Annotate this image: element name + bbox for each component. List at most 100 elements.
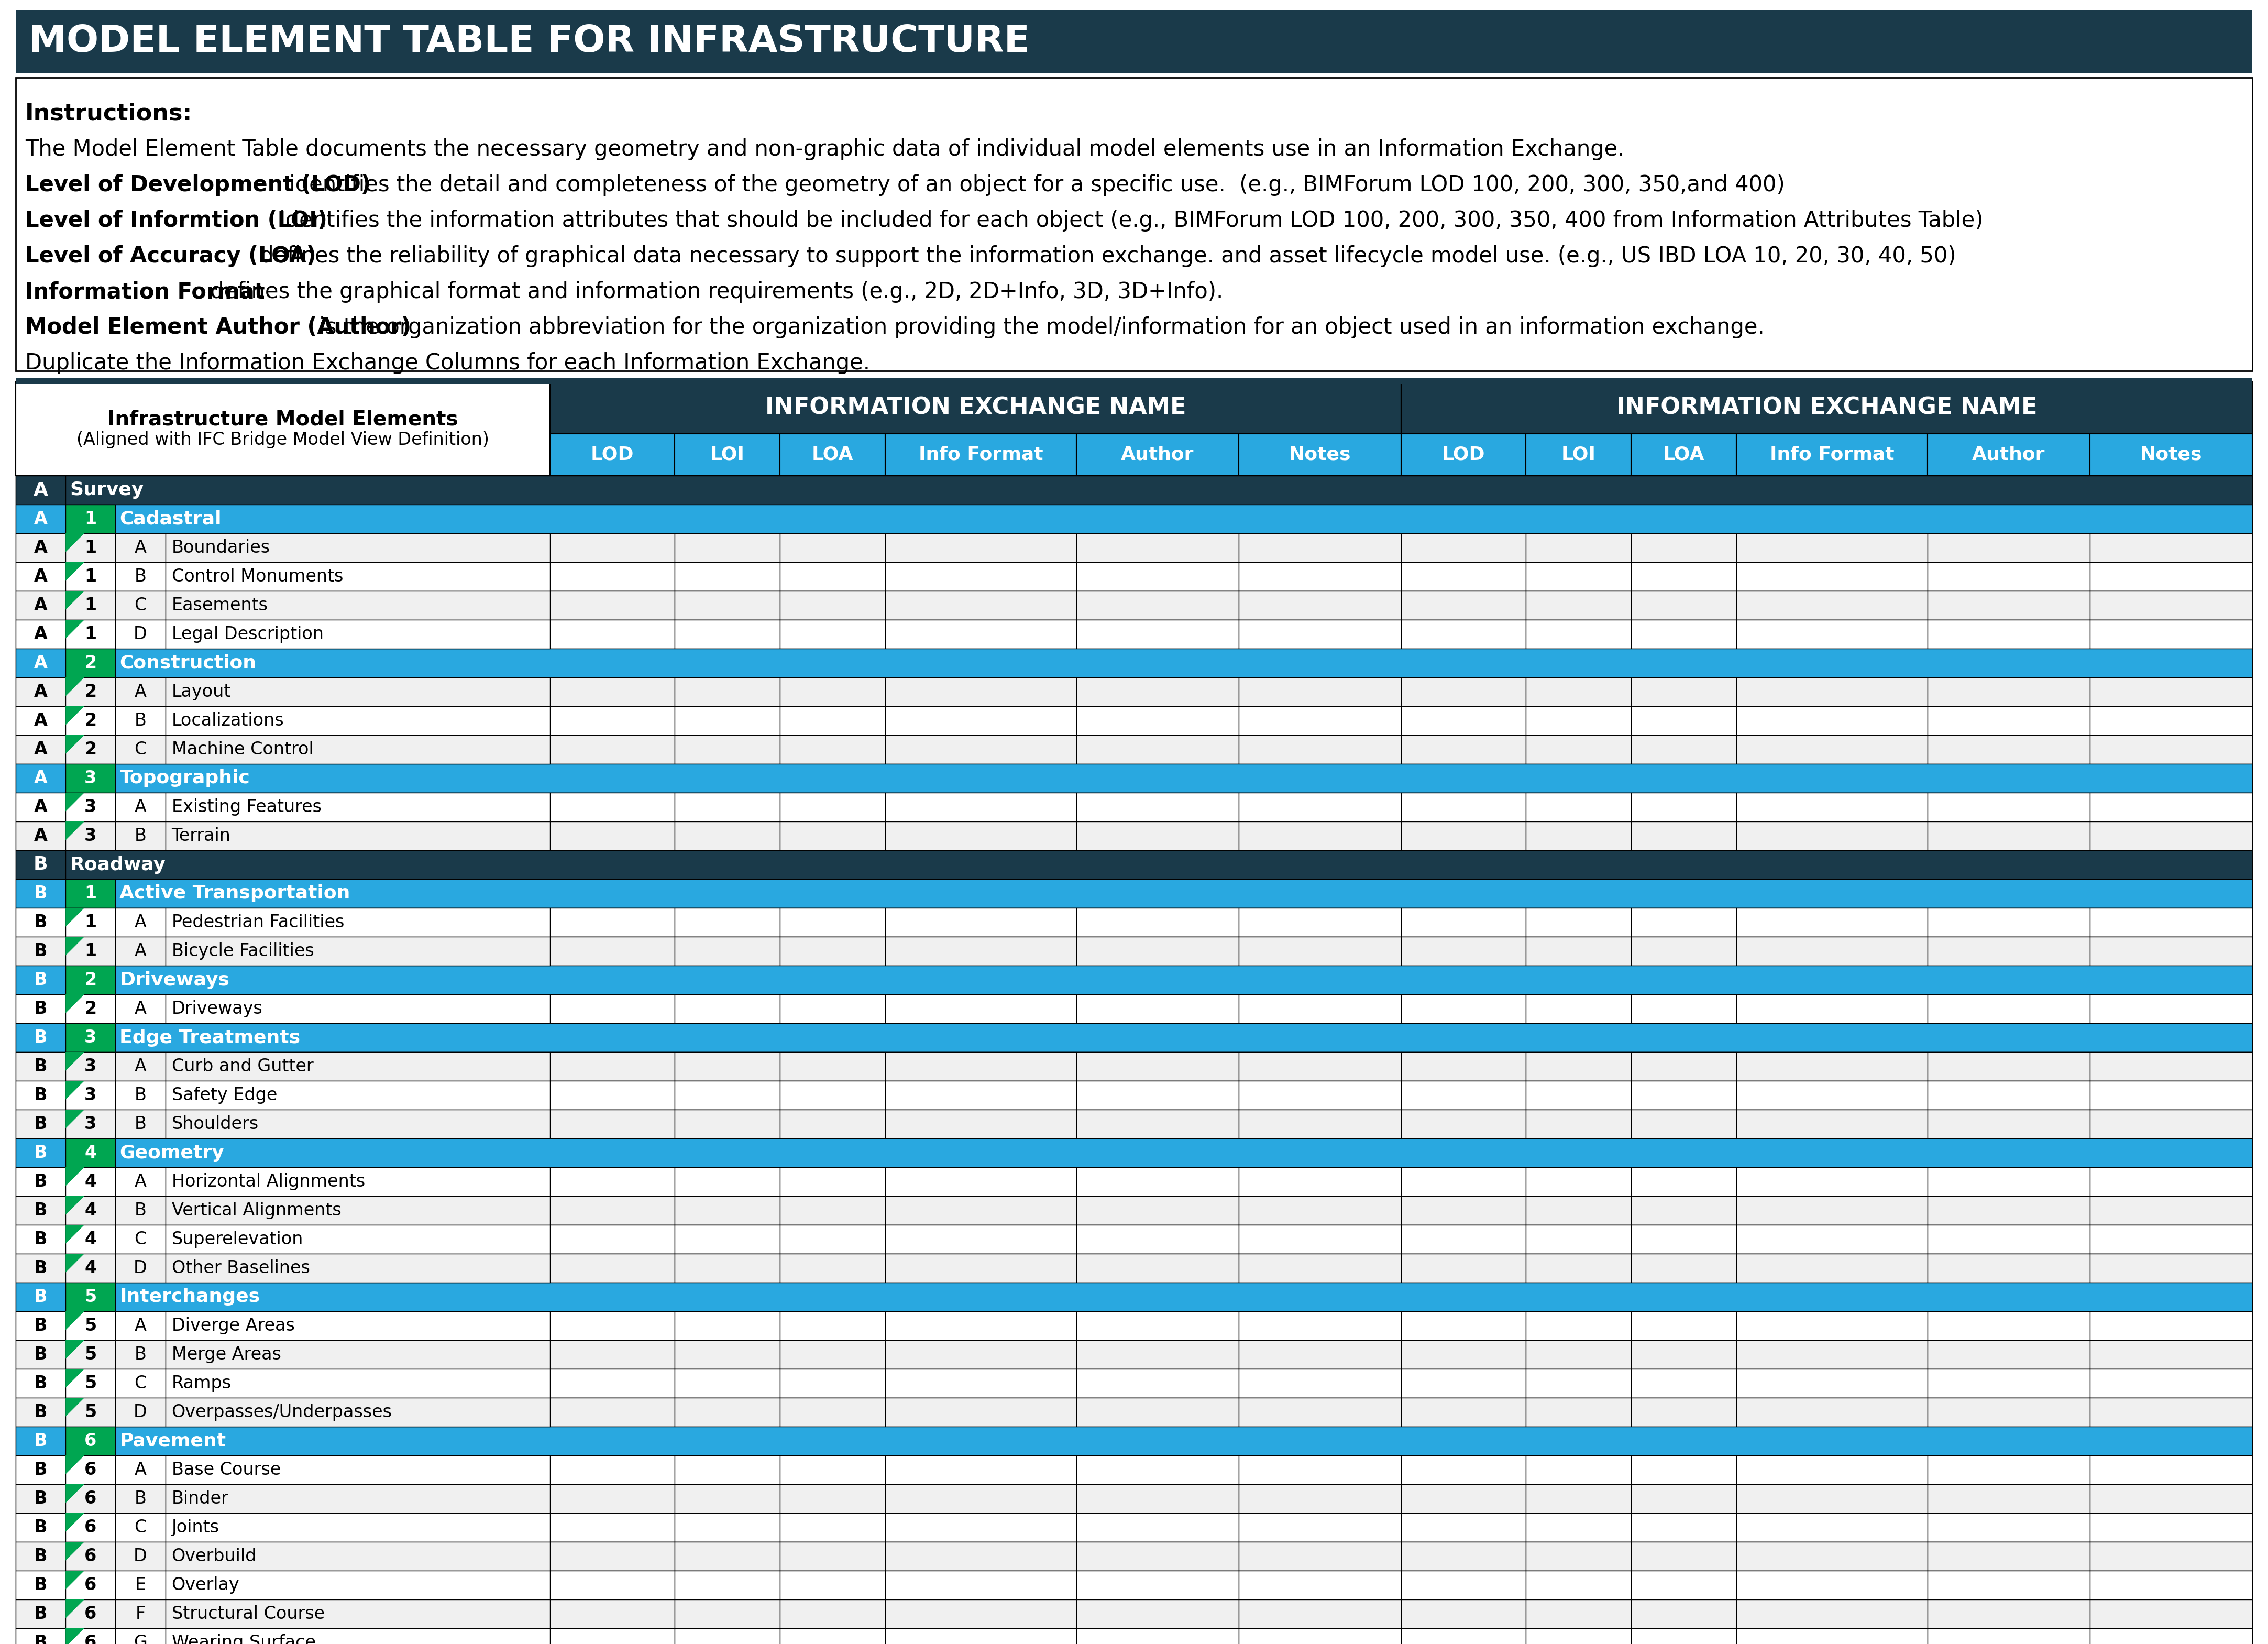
Bar xyxy=(1238,1455,1402,1485)
Text: A: A xyxy=(34,799,48,815)
Bar xyxy=(1928,937,2089,965)
Bar xyxy=(66,1225,116,1254)
Bar xyxy=(780,1110,885,1138)
Bar xyxy=(166,1340,549,1369)
Bar xyxy=(116,1340,166,1369)
Bar xyxy=(1238,1340,1402,1369)
Bar xyxy=(1526,1600,1631,1628)
Text: A: A xyxy=(34,654,48,672)
Bar xyxy=(549,707,674,735)
Text: LOI: LOI xyxy=(1560,446,1597,464)
Text: 5: 5 xyxy=(84,1374,98,1392)
Bar xyxy=(549,1397,674,1427)
Bar xyxy=(674,1397,780,1427)
Bar xyxy=(674,1512,780,1542)
Bar xyxy=(2089,677,2252,707)
Text: Ramps: Ramps xyxy=(172,1374,231,1392)
Bar xyxy=(2089,907,2252,937)
Bar xyxy=(16,1600,2252,1628)
Bar xyxy=(549,1225,674,1254)
Bar xyxy=(674,1340,780,1369)
Bar xyxy=(166,1369,549,1397)
Bar xyxy=(66,1485,116,1512)
Bar xyxy=(66,562,116,590)
Bar xyxy=(674,590,780,620)
Text: B: B xyxy=(34,1317,48,1335)
Bar xyxy=(780,1600,885,1628)
Bar xyxy=(674,1485,780,1512)
Bar xyxy=(1077,1485,1238,1512)
Bar xyxy=(1402,1542,1526,1570)
Bar xyxy=(116,822,166,850)
Bar xyxy=(1631,1512,1737,1542)
Bar xyxy=(1402,1110,1526,1138)
Bar xyxy=(1238,707,1402,735)
Bar xyxy=(1526,1397,1631,1427)
Bar xyxy=(166,1512,549,1542)
Text: B: B xyxy=(134,712,147,730)
Bar xyxy=(1737,1455,1928,1485)
Bar xyxy=(549,792,674,822)
Bar xyxy=(780,1570,885,1600)
Bar xyxy=(1737,822,1928,850)
Text: 4: 4 xyxy=(84,1231,98,1248)
Polygon shape xyxy=(66,1167,84,1185)
Bar xyxy=(885,434,1077,475)
Bar xyxy=(66,1080,116,1110)
Bar xyxy=(166,1080,549,1110)
Bar xyxy=(885,1312,1077,1340)
Bar xyxy=(1526,1312,1631,1340)
Bar xyxy=(549,1542,674,1570)
Bar xyxy=(1737,1167,1928,1197)
Bar xyxy=(166,1542,549,1570)
Bar xyxy=(780,995,885,1023)
Bar xyxy=(674,1600,780,1628)
Bar xyxy=(1928,562,2089,590)
Bar xyxy=(885,937,1077,965)
Bar xyxy=(1737,907,1928,937)
Polygon shape xyxy=(66,1600,84,1618)
Bar xyxy=(885,1485,1077,1512)
Text: 6: 6 xyxy=(84,1634,98,1644)
Text: 1: 1 xyxy=(84,914,98,931)
Text: B: B xyxy=(34,942,48,960)
Bar xyxy=(16,907,66,937)
Bar xyxy=(674,1542,780,1570)
Text: Joints: Joints xyxy=(172,1519,220,1535)
Text: INFORMATION EXCHANGE NAME: INFORMATION EXCHANGE NAME xyxy=(1617,396,2037,419)
Bar xyxy=(16,822,2252,850)
Bar xyxy=(1526,792,1631,822)
Bar xyxy=(1402,533,1526,562)
Bar xyxy=(116,562,166,590)
Bar xyxy=(66,1023,116,1052)
Text: B: B xyxy=(34,1547,48,1565)
Bar xyxy=(16,1427,66,1455)
Text: 1: 1 xyxy=(84,942,98,960)
Bar xyxy=(16,1254,2252,1282)
Text: 5: 5 xyxy=(84,1289,98,1305)
Bar xyxy=(16,562,2252,590)
Text: Diverge Areas: Diverge Areas xyxy=(172,1317,295,1335)
Bar xyxy=(16,505,2252,533)
Bar xyxy=(1928,1455,2089,1485)
Text: Construction: Construction xyxy=(120,654,256,672)
Bar xyxy=(16,1282,2252,1312)
Bar xyxy=(1526,937,1631,965)
Bar xyxy=(780,1312,885,1340)
Bar xyxy=(1526,1052,1631,1080)
Bar xyxy=(16,1542,66,1570)
Bar xyxy=(674,1254,780,1282)
Bar xyxy=(1737,1225,1928,1254)
Bar xyxy=(1526,1080,1631,1110)
Text: defines the graphical format and information requirements (e.g., 2D, 2D+Info, 3D: defines the graphical format and informa… xyxy=(204,281,1222,302)
Bar xyxy=(1928,533,2089,562)
Bar xyxy=(1737,1397,1928,1427)
Polygon shape xyxy=(66,1369,84,1388)
Text: F: F xyxy=(136,1605,145,1623)
Bar xyxy=(66,1138,116,1167)
Bar xyxy=(549,822,674,850)
Bar xyxy=(885,1225,1077,1254)
Bar xyxy=(116,620,166,649)
Bar xyxy=(116,907,166,937)
Text: 6: 6 xyxy=(84,1605,98,1623)
